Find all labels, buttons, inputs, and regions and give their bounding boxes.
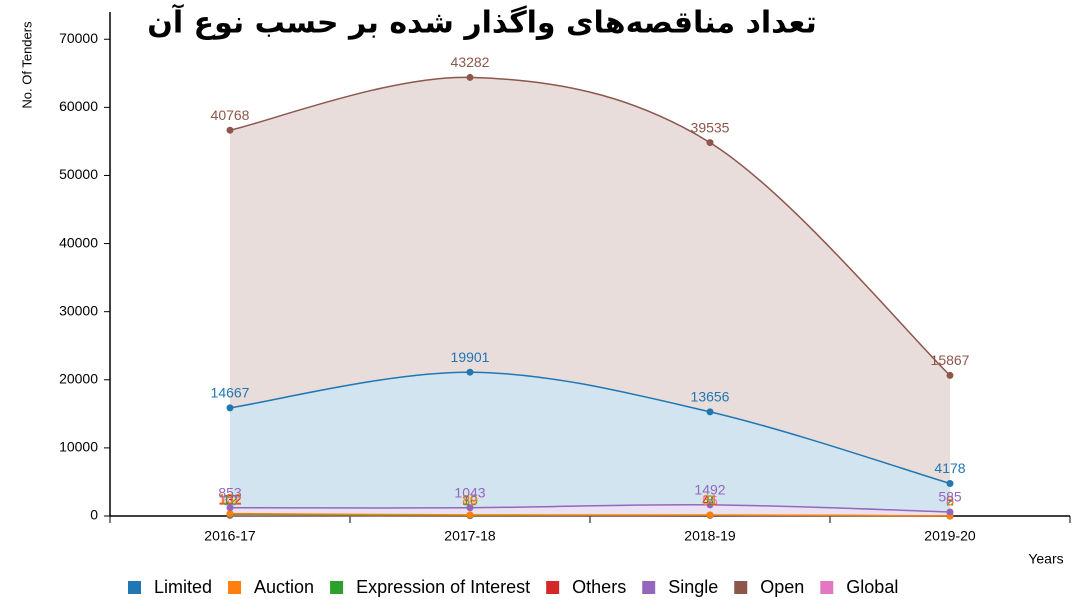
point xyxy=(466,73,474,81)
data-label: 1043 xyxy=(454,484,485,500)
area xyxy=(230,372,950,512)
legend-swatch xyxy=(734,581,748,594)
line xyxy=(229,512,951,517)
data-label: 39 xyxy=(462,492,478,508)
data-label: 3 xyxy=(946,493,954,509)
legend-label: Limited xyxy=(154,577,212,597)
y-tick-label: 10000 xyxy=(59,439,98,455)
y-tick-label: 30000 xyxy=(59,302,98,318)
point xyxy=(946,479,954,487)
data-label: 41 xyxy=(702,492,718,508)
data-label: 60 xyxy=(222,492,238,508)
x-tick-label: 2017-18 xyxy=(444,528,496,544)
legend-label: Others xyxy=(572,577,626,597)
x-tick-label: 2019-20 xyxy=(924,528,976,544)
point xyxy=(226,404,234,412)
point xyxy=(706,501,714,509)
legend-label: Open xyxy=(760,577,804,597)
data-label: 853 xyxy=(218,484,242,500)
area xyxy=(230,77,950,484)
data-label: 89 xyxy=(462,492,478,508)
y-tick-label: 0 xyxy=(90,507,98,523)
data-label: 39535 xyxy=(691,119,730,135)
point xyxy=(706,139,714,147)
legend: Limited Auction Expression of Interest Othe… xyxy=(128,577,898,597)
point xyxy=(946,371,954,379)
line xyxy=(229,76,951,376)
data-label: 13656 xyxy=(691,389,730,405)
data-label: 30 xyxy=(462,492,478,508)
y-tick-label: 20000 xyxy=(59,370,98,386)
labels: 60 30 65 0 132 39 41 3 12 10 8 2 152 89 31 5 853 1043 1492… xyxy=(211,54,970,509)
y-tick-label: 50000 xyxy=(59,166,98,182)
legend-label: Global xyxy=(846,577,898,597)
point xyxy=(946,508,954,516)
data-label: 1492 xyxy=(694,482,725,498)
point xyxy=(226,126,234,134)
points xyxy=(226,73,954,520)
area xyxy=(230,504,950,516)
line xyxy=(229,371,951,485)
point xyxy=(706,408,714,416)
legend-label: Single xyxy=(668,577,718,597)
chart-title: تعداد مناقصه‌های واگذار شده بر حسب نوع آ… xyxy=(147,4,816,41)
y-tick-label: 70000 xyxy=(59,30,98,46)
data-label: 15867 xyxy=(931,352,970,368)
data-label: 43282 xyxy=(451,54,490,70)
lines xyxy=(229,76,951,517)
data-label: 65 xyxy=(702,492,718,508)
point xyxy=(466,511,474,519)
x-axis-label: Years xyxy=(1028,551,1063,567)
legend-label: Expression of Interest xyxy=(356,577,530,597)
legend-label: Auction xyxy=(254,577,314,597)
data-label: 5 xyxy=(946,493,954,509)
data-label: 2 xyxy=(946,493,954,509)
legend-swatch xyxy=(228,581,242,594)
data-label: 10 xyxy=(462,492,478,508)
data-label: 12 xyxy=(222,491,238,507)
data-label: 40768 xyxy=(211,107,250,123)
data-label: 0 xyxy=(946,493,954,509)
line xyxy=(229,504,951,513)
x-tick-label: 2018-19 xyxy=(684,528,736,544)
legend-swatch xyxy=(128,581,141,594)
legend-swatch xyxy=(330,581,344,594)
data-label: 4178 xyxy=(934,460,965,476)
y-tick-label: 40000 xyxy=(59,234,98,250)
areas xyxy=(230,77,950,516)
data-label: 152 xyxy=(218,490,242,506)
y-tick-label: 60000 xyxy=(59,98,98,114)
point xyxy=(706,511,714,519)
data-label: 14667 xyxy=(211,385,250,401)
y-axis-label: No. Of Tenders xyxy=(19,21,34,109)
data-label: 31 xyxy=(702,492,718,508)
legend-swatch xyxy=(546,581,560,594)
data-label: 585 xyxy=(938,489,962,505)
x-tick-label: 2016-17 xyxy=(204,528,256,544)
data-label: 19901 xyxy=(451,349,490,365)
point xyxy=(226,510,234,518)
legend-swatch xyxy=(820,581,834,594)
legend-swatch xyxy=(642,581,656,594)
data-label: 8 xyxy=(706,492,714,508)
point xyxy=(466,504,474,512)
data-label: 132 xyxy=(218,491,242,507)
point xyxy=(226,504,234,512)
point xyxy=(466,368,474,376)
